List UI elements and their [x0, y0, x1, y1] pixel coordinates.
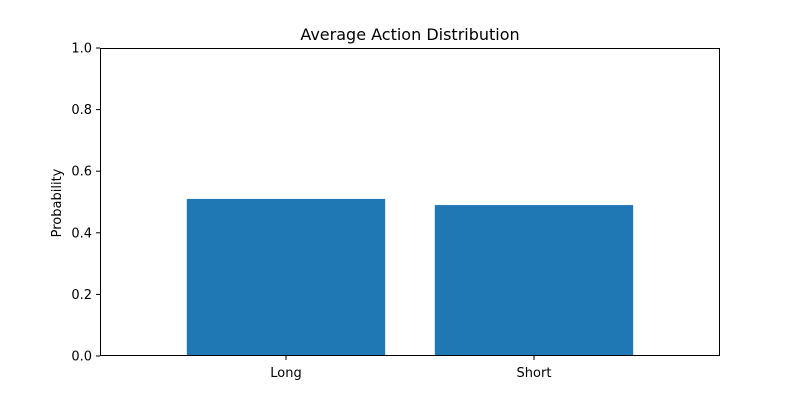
y-tick-label: 0.0: [71, 350, 92, 365]
y-axis-label: Probability: [50, 168, 65, 237]
x-tick-label: Short: [517, 366, 552, 381]
bar-long: [186, 198, 386, 356]
plot-frame: [100, 48, 720, 356]
y-tick-label: 0.8: [71, 103, 92, 118]
y-tick-label: 0.4: [71, 226, 92, 241]
bar-group: [186, 198, 634, 356]
x-axis: Long Short: [270, 356, 551, 381]
chart-title: Average Action Distribution: [300, 25, 519, 44]
y-tick-label: 0.2: [71, 288, 92, 303]
bar-short: [434, 205, 634, 356]
x-tick-label: Long: [270, 366, 301, 381]
y-tick-label: 0.6: [71, 165, 92, 180]
y-tick-label: 1.0: [71, 42, 92, 57]
y-axis: 0.0 0.2 0.4 0.6 0.8 1.0: [71, 42, 100, 365]
